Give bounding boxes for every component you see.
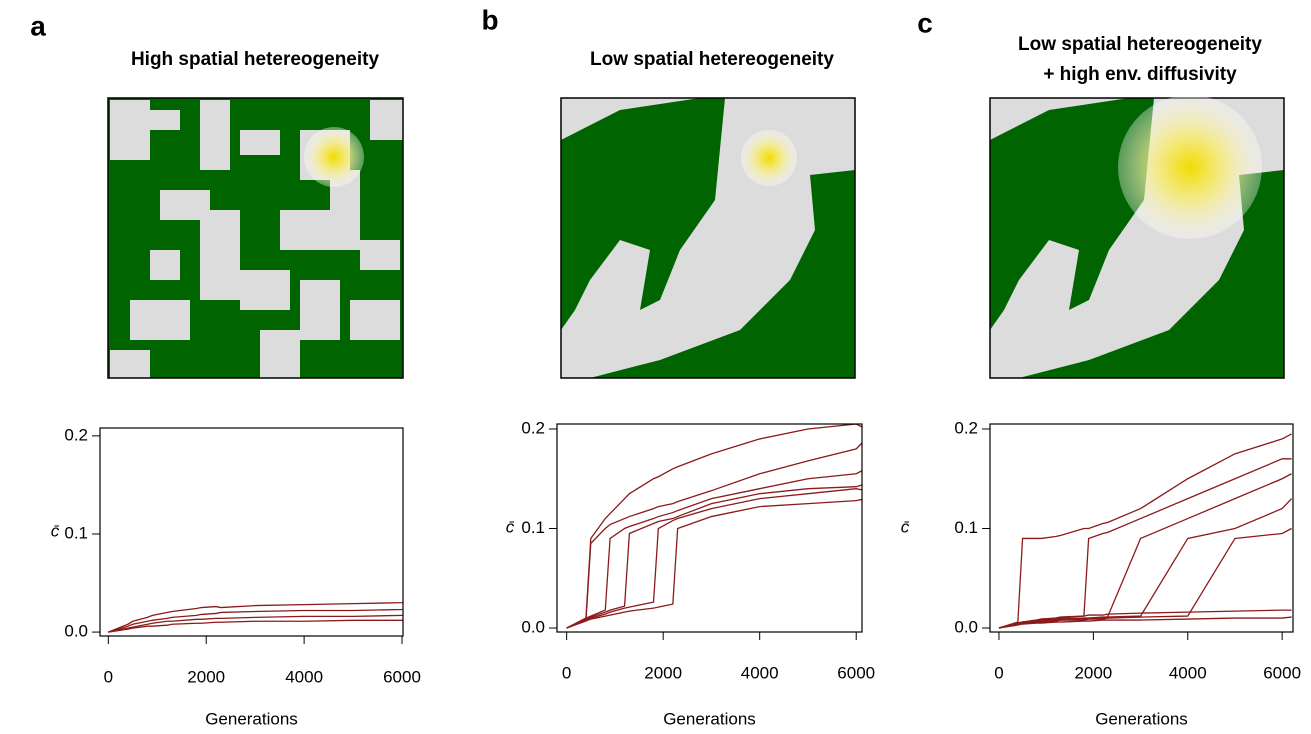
y-tick-label: 0.2	[521, 418, 545, 437]
x-tick-label: 4000	[285, 667, 323, 686]
series-group	[566, 424, 862, 629]
y-axis-label: c̄	[901, 517, 910, 536]
panel-title: Low spatial hetereogeneity	[590, 49, 834, 70]
x-tick-label: 4000	[1169, 663, 1207, 682]
series-line	[108, 614, 403, 633]
panel-title: Low spatial hetereogeneity	[1018, 34, 1262, 55]
series-line	[566, 484, 862, 629]
plot-frame	[99, 427, 404, 637]
x-tick-label: 2000	[644, 663, 682, 682]
map-c	[989, 95, 1285, 379]
x-tick-label: 6000	[1263, 663, 1301, 682]
x-axis-label: Generations	[1095, 709, 1188, 728]
x-tick-label: 0	[562, 663, 571, 682]
series-line	[566, 441, 862, 629]
series-line	[566, 488, 862, 629]
series-line	[998, 458, 1292, 629]
x-tick-label: 6000	[837, 663, 875, 682]
y-tick-label: 0.2	[64, 425, 88, 444]
panel-letter: b	[481, 4, 498, 35]
series-line	[108, 601, 403, 633]
y-tick-label: 0.2	[954, 418, 978, 437]
series-line	[998, 473, 1292, 629]
y-tick-label: 0.0	[521, 618, 545, 637]
series-line	[998, 616, 1292, 629]
panel-title: High spatial hetereogeneity	[131, 49, 380, 70]
x-tick-label: 6000	[383, 667, 421, 686]
map-b	[560, 97, 856, 379]
series-group	[998, 433, 1293, 629]
panel-letter: c	[917, 7, 933, 38]
panel-letter: a	[30, 10, 46, 41]
x-tick-label: 0	[994, 663, 1003, 682]
x-axis-label: Generations	[205, 709, 298, 728]
y-axis-label: c̄	[51, 521, 60, 540]
y-tick-label: 0.1	[954, 518, 978, 537]
y-axis-label: c̄	[506, 517, 515, 536]
x-axis-label: Generations	[663, 709, 756, 728]
map-a	[107, 97, 404, 379]
x-tick-label: 2000	[187, 667, 225, 686]
y-tick-label: 0.0	[64, 622, 88, 641]
series-line	[998, 498, 1293, 629]
series-group	[108, 601, 403, 633]
y-tick-label: 0.0	[954, 618, 978, 637]
series-line	[566, 498, 862, 629]
series-line	[108, 608, 403, 633]
y-tick-label: 0.1	[521, 518, 545, 537]
series-line	[566, 424, 862, 629]
series-line	[998, 609, 1292, 629]
x-tick-label: 2000	[1074, 663, 1112, 682]
series-line	[108, 619, 403, 633]
plot-frame	[989, 423, 1294, 633]
x-tick-label: 4000	[741, 663, 779, 682]
series-line	[566, 470, 862, 629]
series-line	[998, 433, 1292, 629]
series-line	[998, 527, 1292, 629]
panel-subtitle: + high env. diffusivity	[1043, 64, 1237, 85]
y-tick-label: 0.1	[64, 523, 88, 542]
x-tick-label: 0	[104, 667, 113, 686]
